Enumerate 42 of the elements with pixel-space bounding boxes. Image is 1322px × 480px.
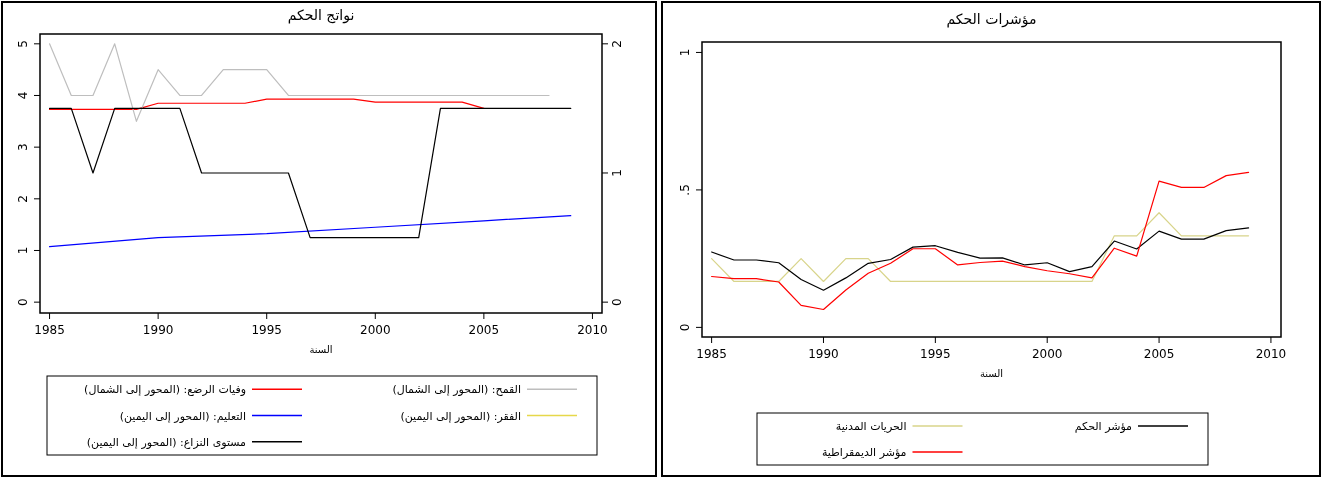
- line-series: [711, 227, 1250, 291]
- chart-title: نواتج الحكم: [287, 7, 355, 24]
- y-tick-label: 3: [16, 143, 31, 151]
- legend-label: مؤشر الديمقراطية: [821, 446, 907, 459]
- line-series: [48, 43, 550, 122]
- legend-label: الفقر: (المحور إلى اليمين): [400, 409, 521, 423]
- y2-tick-label: 1: [610, 169, 625, 177]
- y-tick-label: .5: [678, 184, 693, 196]
- line-series: [48, 215, 572, 248]
- y-tick-label: 0: [678, 323, 693, 332]
- x-tick-label: 2000: [360, 323, 391, 337]
- x-tick-label: 1995: [920, 347, 951, 361]
- legend-label: الحريات المدنية: [835, 420, 907, 433]
- x-tick-label: 1985: [696, 347, 727, 361]
- y-tick-label: 4: [16, 91, 31, 100]
- line-series: [711, 212, 1250, 283]
- x-tick-label: 2010: [577, 323, 608, 337]
- x-tick-label: 1990: [808, 347, 839, 361]
- y-tick-label: 5: [16, 40, 31, 48]
- x-tick-label: 1995: [251, 323, 282, 337]
- x-axis-title: السنة: [979, 368, 1004, 379]
- x-tick-label: 1990: [142, 323, 174, 337]
- x-axis-title: السنة: [309, 344, 333, 355]
- y-tick-label: 0: [16, 298, 31, 306]
- chart-title: مؤشرات الحكم: [946, 11, 1037, 28]
- line-series: [711, 171, 1250, 311]
- y2-tick-label: 0: [610, 298, 625, 306]
- y-tick-label: 1: [678, 48, 693, 57]
- y-tick-label: 1: [16, 246, 31, 255]
- legend-label: التعليم: (المحور إلى اليمين): [119, 409, 246, 423]
- x-tick-label: 2005: [1143, 347, 1175, 361]
- x-tick-label: 2010: [1255, 347, 1287, 361]
- x-tick-label: 2005: [468, 323, 500, 337]
- x-tick-label: 2000: [1031, 347, 1063, 361]
- legend-label: وفيات الرضع: (المحور إلى الشمال): [84, 383, 246, 397]
- legend-label: مستوى النزاع: (المحور إلى اليمين): [86, 435, 247, 449]
- y2-tick-label: 2: [610, 40, 625, 48]
- x-tick-label: 1985: [34, 323, 65, 337]
- y-tick-label: 2: [16, 195, 31, 203]
- legend-label: مؤشر الحكم: [1074, 420, 1133, 433]
- line-series: [48, 98, 485, 111]
- legend-label: القمح: (المحور إلى الشمال): [392, 383, 521, 397]
